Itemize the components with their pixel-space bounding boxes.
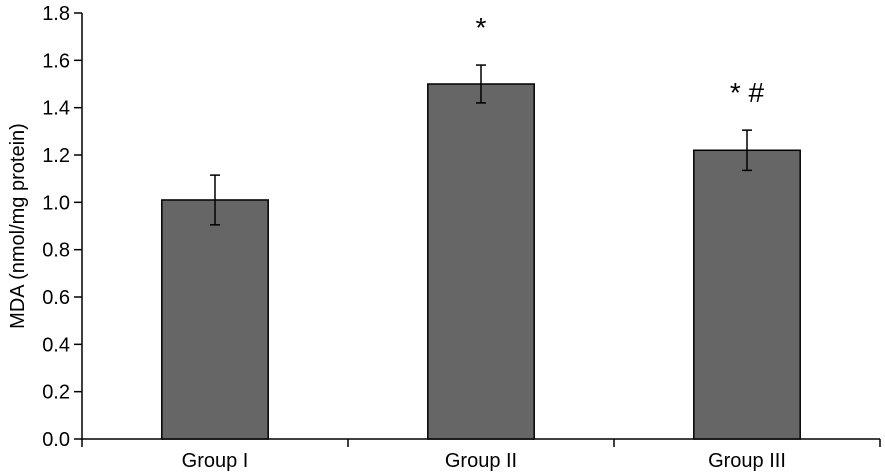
x-category-label: Group III — [708, 450, 786, 472]
y-tick-label: 1.2 — [42, 145, 70, 167]
y-tick-label: 1.8 — [42, 3, 70, 25]
significance-annotations: * * # — [476, 12, 765, 108]
y-tick-label: 0.8 — [42, 240, 70, 262]
category-labels: Group I Group II Group III — [182, 450, 786, 472]
y-tick-label: 1.4 — [42, 98, 70, 120]
bar — [427, 83, 535, 440]
significance-marker: * — [476, 12, 487, 43]
y-tick-label: 0.6 — [42, 287, 70, 309]
error-bars — [210, 64, 752, 226]
bar — [693, 149, 801, 440]
bar — [161, 199, 269, 440]
y-ticks: 0.0 0.2 0.4 0.6 0.8 1.0 1.2 1.4 1.6 1.8 — [42, 3, 82, 451]
y-tick-label: 1.0 — [42, 192, 70, 214]
x-ticks — [81, 439, 881, 447]
y-tick-label: 0.2 — [42, 382, 70, 404]
significance-marker: * # — [730, 77, 765, 108]
y-tick-label: 0.4 — [42, 334, 70, 356]
y-tick-label: 1.6 — [42, 50, 70, 72]
y-axis-label: MDA (nmol/mg protein) — [7, 123, 29, 329]
x-category-label: Group II — [445, 450, 517, 472]
y-tick-label: 0.0 — [42, 429, 70, 451]
x-category-label: Group I — [182, 450, 249, 472]
bars — [161, 83, 801, 440]
